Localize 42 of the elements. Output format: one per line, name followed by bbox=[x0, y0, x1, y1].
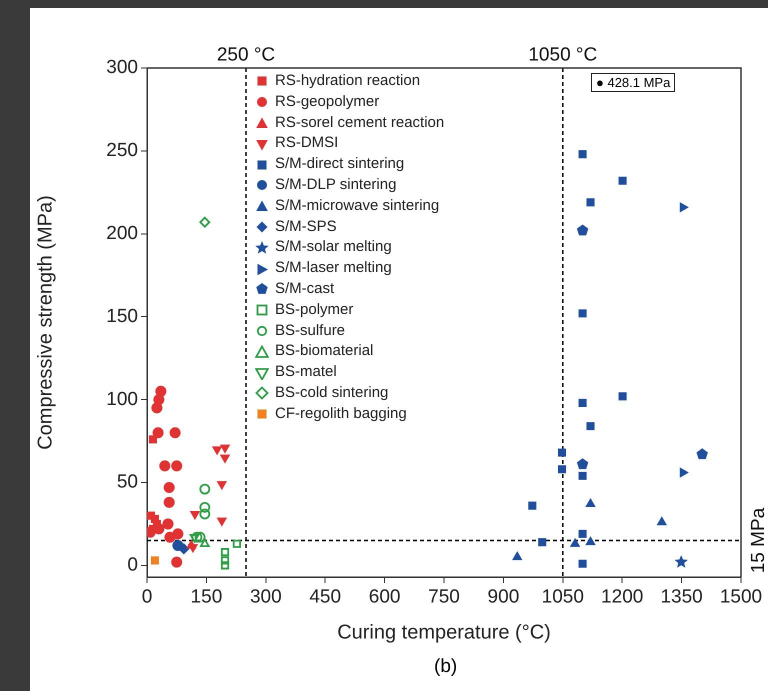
legend-label: S/M-SPS bbox=[275, 216, 337, 237]
legend-label: S/M-microwave sintering bbox=[275, 196, 440, 216]
y-axis-title: Compressive strength (MPa) bbox=[34, 195, 57, 450]
legend-label: RS-DMSI bbox=[275, 133, 338, 154]
legend-label: BS-cold sintering bbox=[275, 382, 388, 403]
x-tick-label: 750 bbox=[428, 586, 460, 608]
legend-label: RS-hydration reaction bbox=[275, 71, 420, 91]
y-tick-label: 250 bbox=[106, 140, 138, 162]
legend-label: RS-geopolymer bbox=[275, 92, 380, 112]
legend-label: BS-polymer bbox=[275, 300, 354, 320]
legend-label: CF-regolith bagging bbox=[275, 404, 407, 424]
annotation: ● 428.1 MPa bbox=[596, 75, 670, 90]
x-tick-label: 300 bbox=[250, 586, 282, 608]
y-tick-label: 0 bbox=[127, 554, 138, 576]
legend-label: S/M-DLP sintering bbox=[275, 174, 396, 195]
y-tick-label: 200 bbox=[106, 223, 138, 244]
legend-label: BS-matel bbox=[275, 362, 337, 382]
x-tick-label: 150 bbox=[190, 586, 222, 608]
legend-label: S/M-laser melting bbox=[275, 258, 392, 278]
y-tick-label: 50 bbox=[116, 472, 138, 493]
y-tick-label: 300 bbox=[106, 57, 138, 78]
y-tick-label: 100 bbox=[106, 388, 138, 410]
legend-label: RS-sorel cement reaction bbox=[275, 112, 444, 133]
legend-label: BS-biomaterial bbox=[275, 341, 374, 362]
legend-label: BS-sulfure bbox=[275, 320, 346, 341]
x-tick-label: 1200 bbox=[601, 586, 644, 608]
x-tick-label: 600 bbox=[368, 586, 400, 608]
x-tick-label: 1050 bbox=[542, 586, 584, 608]
x-tick-label: 450 bbox=[309, 586, 342, 608]
ref-line-label: 15 MPa bbox=[748, 507, 768, 574]
ref-line-label: 250 °C bbox=[216, 44, 276, 66]
legend-label: S/M-direct sintering bbox=[275, 154, 404, 174]
x-axis-title: Curing temperature (°C) bbox=[337, 622, 551, 644]
text: (b) bbox=[434, 656, 458, 678]
y-tick-label: 150 bbox=[106, 306, 138, 327]
x-tick-label: 0 bbox=[142, 586, 152, 608]
x-tick-label: 900 bbox=[488, 586, 520, 608]
ref-line-label: 1050 °C bbox=[528, 44, 598, 66]
x-tick-label: 1500 bbox=[720, 586, 762, 608]
legend-label: S/M-cast bbox=[275, 278, 334, 299]
x-tick-label: 1350 bbox=[660, 586, 703, 608]
legend-label: S/M-solar melting bbox=[275, 237, 392, 258]
